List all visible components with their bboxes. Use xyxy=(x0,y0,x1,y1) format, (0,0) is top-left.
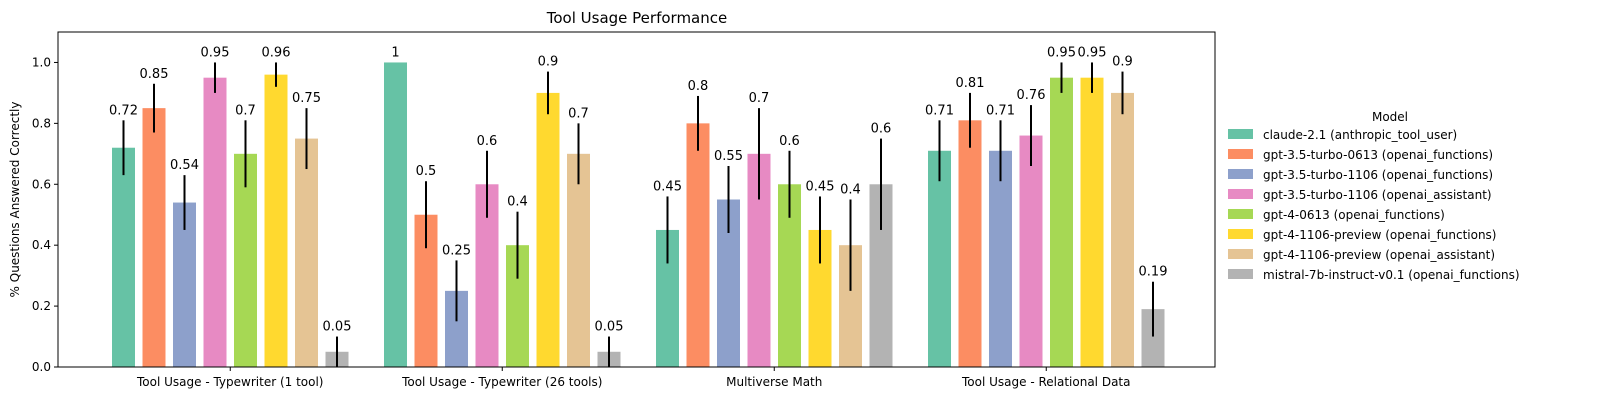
data-label: 0.95 xyxy=(1078,45,1107,60)
bar xyxy=(928,150,951,367)
x-tick-label: Tool Usage - Relational Data xyxy=(961,375,1130,389)
legend-swatch xyxy=(1228,229,1253,239)
bar xyxy=(506,245,529,367)
data-label: 0.6 xyxy=(477,134,498,149)
data-label: 0.4 xyxy=(840,183,861,198)
plot-frame xyxy=(57,31,1216,368)
bar xyxy=(414,214,438,367)
bar xyxy=(656,229,679,367)
bar xyxy=(203,77,227,367)
bar xyxy=(1141,309,1165,367)
bar xyxy=(384,62,407,368)
bar xyxy=(1080,77,1104,367)
data-label: 0.8 xyxy=(688,79,709,94)
x-tick-label: Tool Usage - Typewriter (1 tool) xyxy=(136,375,324,389)
x-tick-label: Tool Usage - Typewriter (26 tools) xyxy=(401,375,602,389)
y-axis-label: % Questions Answered Correctly xyxy=(8,102,22,298)
legend-swatch xyxy=(1228,249,1253,259)
data-label: 0.6 xyxy=(779,134,800,149)
legend-swatch xyxy=(1228,169,1253,179)
bar xyxy=(445,290,468,367)
bar xyxy=(869,184,893,367)
bar xyxy=(475,184,499,367)
bar xyxy=(112,147,135,367)
bar xyxy=(958,120,982,368)
data-label: 0.4 xyxy=(507,195,528,210)
data-label: 0.7 xyxy=(749,91,770,106)
bar xyxy=(989,150,1012,367)
data-label: 0.7 xyxy=(235,103,256,118)
legend-label: claude-2.1 (anthropic_tool_user) xyxy=(1263,128,1457,142)
y-tick-label: 1.0 xyxy=(32,55,51,69)
data-label: 0.05 xyxy=(595,320,624,335)
bar xyxy=(1050,77,1073,367)
legend-label: gpt-4-1106-preview (openai_assistant) xyxy=(1263,248,1495,262)
y-tick-label: 0.4 xyxy=(32,238,51,252)
data-label: 1 xyxy=(391,45,399,60)
chart-title: Tool Usage Performance xyxy=(546,9,727,27)
legend-label: mistral-7b-instruct-v0.1 (openai_functio… xyxy=(1263,268,1520,282)
y-tick-label: 0.6 xyxy=(32,177,51,191)
bar xyxy=(264,74,288,368)
data-label: 0.71 xyxy=(986,103,1015,118)
bar xyxy=(1111,92,1134,367)
legend-title: Model xyxy=(1372,110,1408,124)
bar xyxy=(717,199,740,367)
data-label: 0.45 xyxy=(653,179,682,194)
legend-label: gpt-3.5-turbo-1106 (openai_functions) xyxy=(1263,168,1493,182)
x-tick-label: Multiverse Math xyxy=(726,375,822,389)
bar xyxy=(839,245,862,367)
legend-swatch xyxy=(1228,129,1253,139)
legend: Model claude-2.1 (anthropic_tool_user)gp… xyxy=(1228,110,1520,282)
data-label: 0.6 xyxy=(871,122,892,137)
data-label: 0.5 xyxy=(416,164,437,179)
y-tick-label: 0.2 xyxy=(32,299,51,313)
data-label: 0.55 xyxy=(714,149,743,164)
data-label: 0.72 xyxy=(109,103,138,118)
bar xyxy=(747,153,771,367)
y-tick-label: 0.0 xyxy=(32,360,51,374)
legend-swatch xyxy=(1228,149,1253,159)
data-label: 0.75 xyxy=(292,91,321,106)
data-label: 0.95 xyxy=(201,45,230,60)
data-label: 0.76 xyxy=(1017,88,1046,103)
plot-area: 0.72 1 0.45 0.71 0.85 0.5 0.8 0.81 0.54 0.25 0.55 0… xyxy=(32,31,1216,389)
data-label: 0.45 xyxy=(806,179,835,194)
legend-label: gpt-3.5-turbo-0613 (openai_functions) xyxy=(1263,148,1493,162)
data-label: 0.7 xyxy=(568,106,589,121)
legend-label: gpt-4-0613 (openai_functions) xyxy=(1263,208,1445,222)
data-label: 0.25 xyxy=(442,243,471,258)
data-label: 0.71 xyxy=(925,103,954,118)
bar xyxy=(808,229,832,367)
legend-swatch xyxy=(1228,269,1253,279)
bar xyxy=(567,153,590,367)
legend-swatch xyxy=(1228,209,1253,219)
legend-label: gpt-3.5-turbo-1106 (openai_assistant) xyxy=(1263,188,1492,202)
data-label: 0.85 xyxy=(140,67,169,82)
bar xyxy=(686,123,710,367)
y-tick-label: 0.8 xyxy=(32,116,51,130)
bar xyxy=(295,138,318,367)
bar xyxy=(778,184,801,367)
bar xyxy=(1019,135,1043,367)
legend-label: gpt-4-1106-preview (openai_functions) xyxy=(1263,228,1497,242)
data-label: 0.54 xyxy=(170,158,199,173)
bar xyxy=(536,92,560,367)
data-label: 0.19 xyxy=(1139,265,1168,280)
data-label: 0.9 xyxy=(1112,55,1133,70)
data-label: 0.96 xyxy=(262,45,291,60)
bar xyxy=(234,153,257,367)
bar xyxy=(173,202,196,367)
data-label: 0.95 xyxy=(1047,45,1076,60)
data-label: 0.9 xyxy=(538,55,559,70)
bar xyxy=(142,108,166,368)
legend-swatch xyxy=(1228,189,1253,199)
data-label: 0.81 xyxy=(956,76,985,91)
data-label: 0.05 xyxy=(323,320,352,335)
